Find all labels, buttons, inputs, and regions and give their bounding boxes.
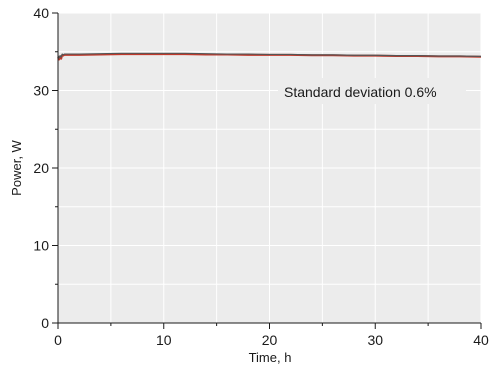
std-dev-annotation: Standard deviation 0.6% [284,84,437,100]
x-axis-label: Time, h [249,350,292,365]
y-axis-label: Power, W [9,139,24,195]
y-tick-label: 30 [33,83,49,99]
y-tick-label: 0 [41,315,49,331]
y-tick-label: 20 [33,160,49,176]
x-tick-label: 40 [473,332,489,348]
series-layer [57,52,482,61]
tick-labels: 0 10 20 30 40 0 10 20 30 40 [33,5,489,348]
x-tick-label: 30 [367,332,383,348]
x-tick-label: 10 [156,332,172,348]
x-tick-label: 20 [262,332,278,348]
tick-marks [52,12,482,329]
y-tick-label: 40 [33,5,49,21]
x-tick-label: 0 [54,332,62,348]
y-tick-label: 10 [33,238,49,254]
series-line-2 [57,52,482,59]
annotation-background [278,78,466,104]
